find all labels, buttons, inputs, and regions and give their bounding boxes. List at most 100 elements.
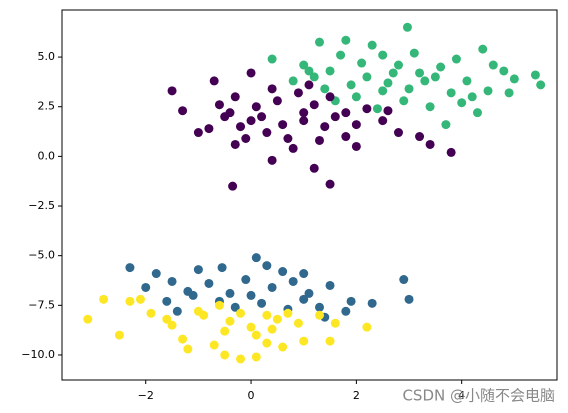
point [167, 86, 177, 96]
y-tick-label: −5.0 [28, 249, 55, 262]
point [309, 72, 319, 82]
point [415, 132, 425, 142]
point [441, 120, 451, 130]
point [320, 122, 330, 132]
point [230, 139, 240, 149]
point [99, 294, 109, 304]
point [246, 68, 256, 78]
point [272, 314, 282, 324]
point [399, 96, 409, 106]
point [214, 300, 224, 310]
x-tick-label: −2 [138, 389, 154, 402]
point [236, 354, 246, 364]
point [341, 108, 351, 118]
point [228, 181, 238, 191]
point [217, 263, 227, 273]
point [293, 318, 303, 328]
point [351, 141, 361, 151]
point [178, 106, 188, 116]
point [304, 80, 314, 90]
point [251, 330, 261, 340]
point [378, 50, 388, 60]
point [467, 92, 477, 102]
point [315, 310, 325, 320]
y-tick-label: 2.5 [38, 100, 56, 113]
point [315, 135, 325, 145]
point [299, 116, 309, 126]
point [178, 334, 188, 344]
point [346, 80, 356, 90]
point [267, 155, 277, 165]
point [446, 88, 456, 98]
point [162, 314, 172, 324]
point [325, 92, 335, 102]
point [214, 100, 224, 110]
point [341, 132, 351, 142]
point [114, 330, 124, 340]
point [388, 68, 398, 78]
point [404, 294, 414, 304]
point [267, 324, 277, 334]
point [362, 104, 372, 114]
point [257, 112, 267, 122]
point [246, 322, 256, 332]
watermark: CSDN @小随不会电脑 [402, 387, 555, 405]
point [325, 280, 335, 290]
point [257, 298, 267, 308]
point [241, 275, 251, 285]
point [378, 86, 388, 96]
point [262, 338, 272, 348]
point [409, 48, 419, 58]
point [225, 288, 235, 298]
point [225, 108, 235, 118]
point [230, 92, 240, 102]
point [299, 336, 309, 346]
point [309, 100, 319, 110]
point [330, 318, 340, 328]
point [315, 37, 325, 47]
point [372, 104, 382, 114]
point [272, 96, 282, 106]
point [283, 308, 293, 318]
point [299, 294, 309, 304]
point [472, 108, 482, 118]
point [241, 133, 251, 143]
point [267, 84, 277, 94]
point [367, 40, 377, 50]
point [167, 276, 177, 286]
point [504, 88, 514, 98]
point [293, 88, 303, 98]
point [325, 336, 335, 346]
point [162, 296, 172, 306]
point [225, 316, 235, 326]
point [193, 128, 203, 138]
point [288, 76, 298, 86]
point [536, 80, 546, 90]
point [446, 147, 456, 157]
point [346, 296, 356, 306]
point [315, 302, 325, 312]
point [362, 72, 372, 82]
point [351, 120, 361, 130]
point [151, 269, 161, 279]
point [383, 106, 393, 116]
point [262, 261, 272, 271]
point [304, 288, 314, 298]
point [330, 112, 340, 122]
point [451, 54, 461, 64]
y-tick-label: −7.5 [28, 298, 55, 311]
point [236, 122, 246, 132]
point [278, 120, 288, 130]
point [402, 22, 412, 32]
point [167, 320, 177, 330]
point [288, 143, 298, 153]
point [351, 92, 361, 102]
point [478, 44, 488, 54]
point [341, 35, 351, 45]
point [383, 78, 393, 88]
point [499, 66, 509, 76]
point [230, 302, 240, 312]
y-tick-label: −2.5 [28, 199, 55, 212]
point [341, 306, 351, 316]
